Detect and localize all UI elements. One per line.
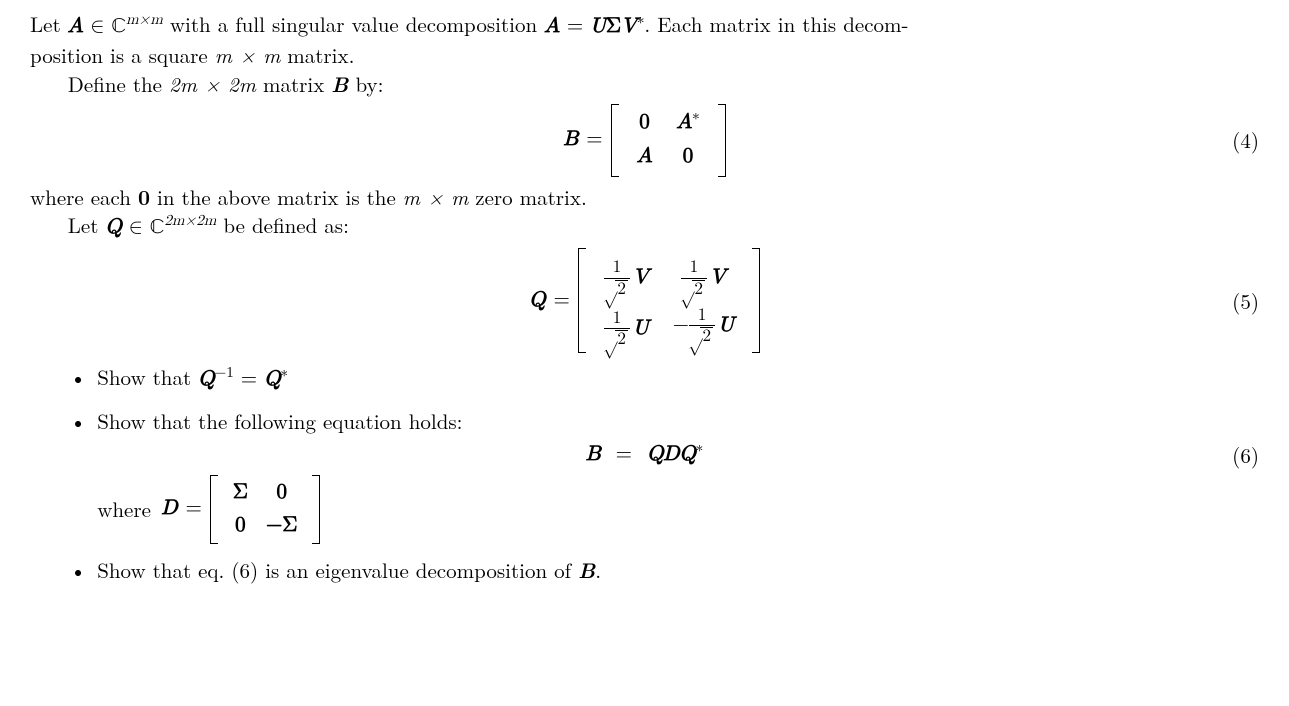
text: ∈ — [83, 16, 111, 37]
cell: A — [637, 146, 653, 167]
text: in the above matrix is the — [150, 182, 403, 212]
equation-body: Q = 1 2 V — [70, 248, 1219, 353]
text: where — [97, 495, 151, 523]
matrix-Sigma: Σ — [606, 16, 621, 37]
equation-6: B = QDQ∗ (6) — [30, 441, 1259, 469]
matrix-Q: Q — [679, 444, 695, 465]
cell: 0 — [683, 146, 694, 167]
para-3: where each 0 in the above matrix is the … — [30, 183, 1259, 211]
text: Show that eq. ( — [97, 555, 239, 585]
equation-body: B = QDQ∗ — [70, 441, 1219, 469]
lhs: Q — [529, 287, 545, 315]
matrix-Q: Q — [647, 444, 663, 465]
dim: m × m — [215, 40, 281, 70]
text: Let — [68, 210, 106, 240]
text: by: — [348, 69, 383, 99]
matrix-U: U — [718, 312, 734, 340]
equals: = — [616, 444, 632, 465]
equation-4: B = 0 A∗ A 0 (4) — [30, 104, 1259, 177]
dim: m × m — [403, 182, 469, 212]
equals: = — [234, 369, 264, 390]
text: Show that — [97, 362, 198, 392]
text: ∈ — [122, 217, 150, 238]
text: Show that the following equation holds: — [97, 406, 462, 436]
para-2: Define the 2m × 2m matrix B by: — [30, 70, 1259, 98]
text: . — [595, 555, 601, 585]
equation-number: (4) — [1219, 126, 1259, 154]
matrix-U: U — [590, 16, 606, 37]
text: where each — [30, 182, 138, 212]
para-1: Let A ∈ ℂm×m with a full singular value … — [30, 10, 1259, 70]
fraction: 1 2 — [689, 307, 715, 345]
set-C: ℂ — [111, 16, 126, 37]
equation-number: (5) — [1219, 287, 1259, 315]
minus: − — [673, 312, 689, 340]
text: Let — [30, 9, 68, 39]
fraction: 1 2 — [681, 259, 707, 297]
list-item: Show that eq. (6) is an eigenvalue decom… — [97, 556, 1259, 584]
matrix-D: D — [663, 444, 679, 465]
text: matrix — [256, 69, 331, 99]
star: ∗ — [696, 440, 704, 455]
list-item: Show that Q−1 = Q∗ — [97, 363, 1259, 394]
matrix-B: B — [331, 69, 348, 99]
set-C: ℂ — [150, 217, 165, 238]
eq-ref: 6 — [240, 555, 251, 585]
matrix-A: A — [68, 16, 84, 37]
block-matrix: 1 2 V 1 2 — [578, 248, 760, 353]
text: . Each matrix in this decom- — [644, 9, 908, 39]
fraction: 1 2 — [604, 310, 630, 348]
text: be defined as: — [216, 210, 349, 240]
lhs: B — [563, 126, 578, 154]
matrix-B: B — [578, 555, 595, 585]
matrix-V: V — [621, 16, 637, 37]
star: ∗ — [280, 365, 288, 380]
matrix-Q: Q — [264, 369, 280, 390]
equation-5: Q = 1 2 V — [30, 248, 1259, 353]
exp: −1 — [214, 365, 233, 380]
text: Define the — [68, 69, 169, 99]
star: ∗ — [692, 108, 700, 123]
text: zero matrix. — [468, 182, 587, 212]
equation-number: (6) — [1219, 441, 1259, 469]
matrix-D: D — [161, 495, 177, 523]
matrix-V: V — [710, 264, 726, 292]
cell: Σ — [233, 482, 248, 503]
list-item: Show that the following equation holds: … — [97, 407, 1259, 544]
bullet-list: Show that Q−1 = Q∗ Show that the followi… — [30, 363, 1259, 584]
cell: A — [676, 112, 692, 133]
equals: = — [554, 287, 570, 315]
zero-matrix: 0 — [138, 182, 150, 212]
dim: 2m × 2m — [169, 69, 256, 99]
cell: −Σ — [266, 515, 298, 536]
lhs: B — [586, 444, 601, 465]
equals: = — [586, 126, 602, 154]
cell: 0 — [235, 515, 246, 536]
cell: 0 — [276, 482, 287, 503]
matrix-V: V — [633, 264, 649, 292]
exp: 2m×2m — [164, 213, 216, 228]
text: position is a square — [30, 40, 215, 70]
where-clause: where D = Σ 0 0 −Σ — [97, 475, 1259, 544]
block-matrix: 0 A∗ A 0 — [611, 104, 726, 177]
matrix-U: U — [633, 315, 649, 343]
text: = — [560, 16, 590, 37]
matrix-Q: Q — [198, 369, 214, 390]
text: matrix. — [280, 40, 354, 70]
block-matrix: Σ 0 0 −Σ — [210, 475, 321, 544]
fraction: 1 2 — [604, 259, 630, 297]
matrix-A: A — [544, 16, 560, 37]
cell: 0 — [639, 112, 650, 133]
text: with a full singular value decomposition — [163, 9, 544, 39]
para-4: Let Q ∈ ℂ2m×2m be defined as: — [30, 211, 1259, 242]
exp: m×m — [126, 12, 163, 27]
equation-body: B = 0 A∗ A 0 — [70, 104, 1219, 177]
matrix-Q: Q — [105, 217, 121, 238]
equals: = — [185, 495, 201, 523]
text: ) is an eigenvalue decomposition of — [250, 555, 578, 585]
